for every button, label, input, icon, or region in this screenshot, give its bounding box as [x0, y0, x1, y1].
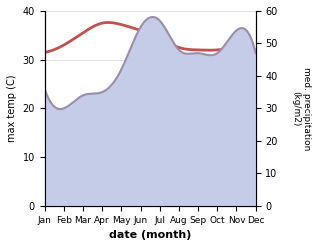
- X-axis label: date (month): date (month): [109, 230, 191, 240]
- Y-axis label: max temp (C): max temp (C): [7, 75, 17, 142]
- Y-axis label: med. precipitation
(kg/m2): med. precipitation (kg/m2): [292, 67, 311, 150]
